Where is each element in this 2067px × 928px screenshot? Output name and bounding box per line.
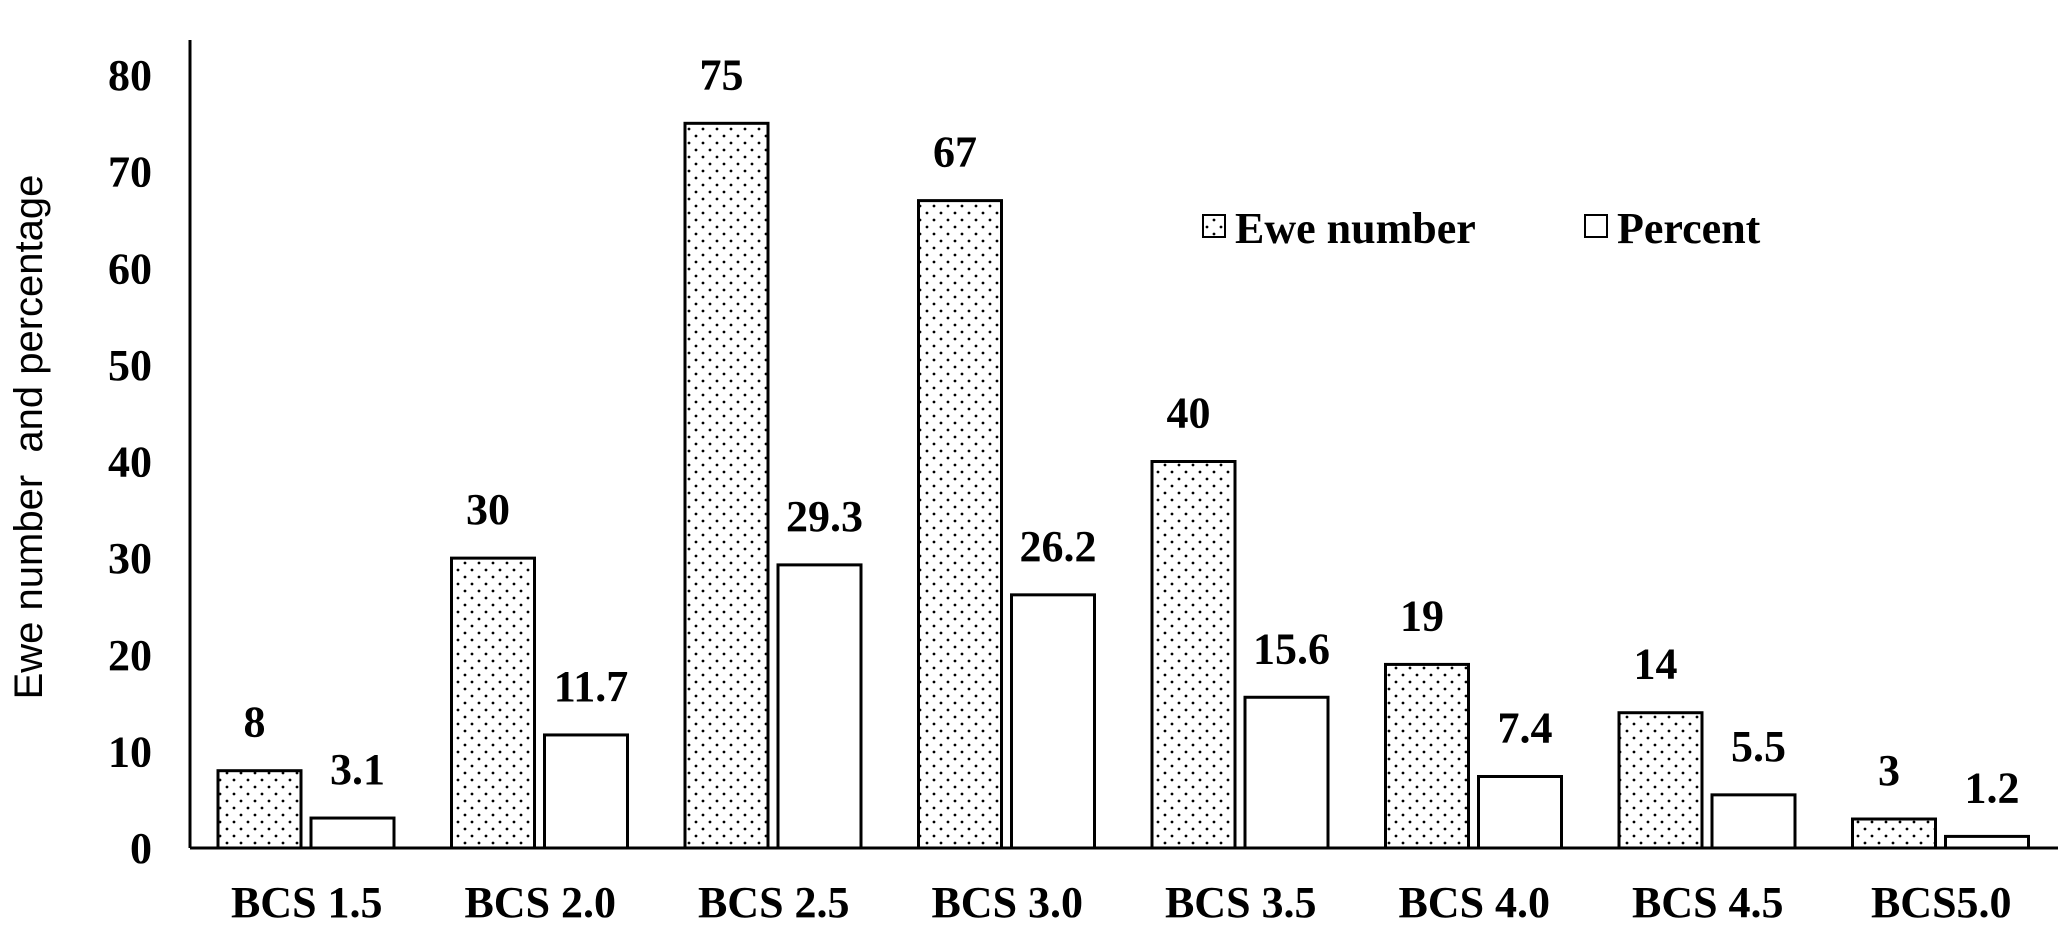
x-tick-label: BCS 2.0 xyxy=(464,878,616,927)
data-label-ewe-number: 3 xyxy=(1878,746,1900,795)
data-label-percent: 26.2 xyxy=(1020,522,1097,571)
x-tick-label: BCS5.0 xyxy=(1871,878,2012,927)
legend: Ewe number Percent xyxy=(1202,204,1761,253)
bar-percent xyxy=(1477,774,1563,850)
data-label-ewe-number: 75 xyxy=(700,50,744,99)
data-label-ewe-number: 40 xyxy=(1167,389,1211,438)
x-tick-label: BCS 3.0 xyxy=(931,878,1083,927)
data-label-ewe-number: 19 xyxy=(1400,591,1444,640)
bar-percent xyxy=(776,563,863,850)
bar-ewe-number xyxy=(450,556,536,850)
y-tick-label: 0 xyxy=(130,824,152,873)
y-tick-label: 40 xyxy=(108,438,152,487)
bar-percent xyxy=(1010,593,1096,850)
data-label-ewe-number: 8 xyxy=(244,698,266,747)
legend-swatch-percent xyxy=(1584,214,1608,238)
bar-ewe-number xyxy=(1384,662,1470,850)
data-label-percent: 3.1 xyxy=(330,745,385,794)
y-tick-label: 70 xyxy=(108,148,152,197)
data-label-ewe-number: 67 xyxy=(933,128,977,177)
bar-ewe-number xyxy=(683,121,770,850)
bar-percent xyxy=(1944,834,2030,850)
y-axis-title: Ewe number and percentage xyxy=(7,175,51,700)
y-tick-label: 80 xyxy=(108,51,152,100)
x-tick-label: BCS 2.5 xyxy=(698,878,850,927)
data-label-percent: 7.4 xyxy=(1498,703,1553,752)
y-tick-label: 20 xyxy=(108,631,152,680)
y-tick-labels: 0 10 20 30 40 50 60 70 80 xyxy=(108,51,152,873)
x-tick-labels: BCS 1.5 BCS 2.0 BCS 2.5 BCS 3.0 BCS 3.5 BCS 4… xyxy=(231,878,2012,927)
x-tick-label: BCS 1.5 xyxy=(231,878,383,927)
data-label-percent: 29.3 xyxy=(786,492,863,541)
bar-ewe-number xyxy=(1617,711,1704,850)
data-label-ewe-number: 30 xyxy=(466,485,510,534)
bar-percent xyxy=(1710,793,1797,850)
data-label-percent: 1.2 xyxy=(1965,763,2020,812)
bar-ewe-number xyxy=(216,769,303,850)
y-tick-label: 10 xyxy=(108,727,152,776)
bar-ewe-number xyxy=(917,199,1003,850)
data-label-percent: 15.6 xyxy=(1253,624,1330,673)
data-label-percent: 5.5 xyxy=(1731,722,1786,771)
bar-percent xyxy=(543,733,629,850)
y-tick-label: 50 xyxy=(108,341,152,390)
bar-ewe-number xyxy=(1150,460,1237,850)
bars-group: 8 3.1 30 11.7 75 29.3 67 26.2 40 15.6 19 7.4 14 5.5 3 1… xyxy=(216,50,2030,850)
legend-label-ewe-number: Ewe number xyxy=(1235,204,1476,253)
x-tick-label: BCS 4.0 xyxy=(1398,878,1550,927)
data-label-ewe-number: 14 xyxy=(1634,640,1678,689)
data-label-percent: 11.7 xyxy=(554,662,629,711)
x-tick-label: BCS 4.5 xyxy=(1632,878,1784,927)
y-tick-label: 30 xyxy=(108,534,152,583)
y-tick-label: 60 xyxy=(108,244,152,293)
bar-ewe-number xyxy=(1851,817,1937,850)
x-tick-label: BCS 3.5 xyxy=(1165,878,1317,927)
legend-swatch-ewe-number xyxy=(1202,214,1226,238)
bar-percent xyxy=(1243,695,1330,850)
bar-percent xyxy=(309,816,396,850)
legend-label-percent: Percent xyxy=(1617,204,1761,253)
